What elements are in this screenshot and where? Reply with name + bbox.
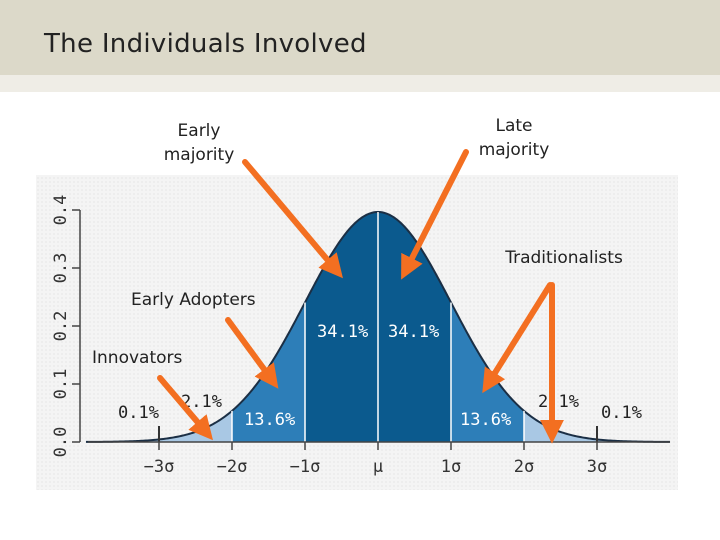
x-tick-label-1: −2σ	[217, 457, 248, 477]
y-tick-label-0: 0.0	[51, 427, 71, 458]
x-tick-label-0: −3σ	[144, 457, 175, 477]
y-tick-label-2: 0.2	[51, 311, 71, 342]
arrow-early-majority	[242, 159, 343, 279]
arrows	[157, 149, 564, 444]
x-tick-label-5: 2σ	[514, 457, 534, 477]
y-tick-label-4: 0.4	[51, 195, 71, 226]
label-early-adopters: Early Adopters	[131, 290, 256, 310]
x-tick-label-3: μ	[373, 457, 383, 477]
pct-right-13: 13.6%	[460, 410, 511, 430]
pct-left-34: 34.1%	[317, 322, 368, 342]
label-early-majority-line1: Early	[178, 121, 221, 141]
arrow-late-majority	[401, 149, 469, 280]
pct-right-tail: 0.1%	[601, 403, 642, 423]
label-late-majority-line2: majority	[479, 140, 550, 160]
arrow-innovators	[157, 375, 214, 441]
x-tick-label-2: −1σ	[290, 457, 321, 477]
label-late-majority-line1: Late	[495, 116, 532, 136]
pct-left-tail: 0.1%	[118, 403, 159, 423]
pct-right-2: 2.1%	[538, 392, 579, 412]
slide-title: The Individuals Involved	[44, 29, 367, 59]
arrow-early-adopters	[225, 317, 279, 389]
label-traditionalists: Traditionalists	[504, 248, 623, 268]
y-tick-label-1: 0.1	[51, 369, 71, 400]
pct-left-2: 2.1%	[181, 392, 222, 412]
pct-left-13: 13.6%	[244, 410, 295, 430]
sigma-lines	[158, 212, 598, 442]
y-axis-ticks: 0.0 0.1 0.2 0.3 0.4	[51, 195, 80, 458]
pct-right-34: 34.1%	[388, 322, 439, 342]
title-strip	[0, 75, 720, 92]
title-bar	[0, 0, 720, 75]
label-innovators: Innovators	[92, 348, 182, 368]
arrow-traditionalists-left	[482, 282, 553, 394]
x-tick-label-4: 1σ	[441, 457, 461, 477]
x-axis-ticks: −3σ −2σ −1σ μ 1σ 2σ 3σ	[144, 442, 607, 477]
label-early-majority-line2: majority	[164, 145, 235, 165]
y-tick-label-3: 0.3	[51, 253, 71, 284]
x-tick-label-6: 3σ	[587, 457, 607, 477]
